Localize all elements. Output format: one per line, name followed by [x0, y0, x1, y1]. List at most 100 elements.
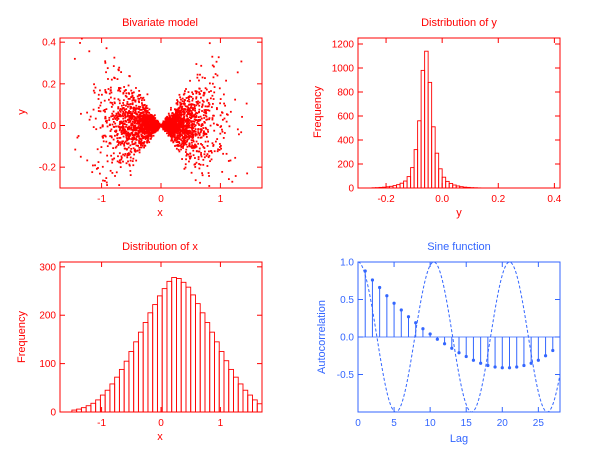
scatter-point	[92, 108, 95, 111]
scatter-point	[135, 117, 138, 120]
scatter-point	[219, 144, 222, 147]
scatter-point	[134, 119, 137, 122]
scatter-point	[172, 113, 175, 116]
scatter-point	[186, 129, 188, 132]
scatter-point	[170, 138, 173, 140]
scatter-point	[192, 133, 195, 136]
scatter-point	[218, 87, 221, 90]
scatter-point	[179, 133, 182, 135]
scatter-point	[105, 140, 108, 143]
scatter-point	[130, 131, 133, 134]
scatter-point	[210, 151, 213, 154]
scatter-point	[124, 94, 127, 97]
scatter-point	[167, 134, 170, 137]
bivariate-scatter-panel: Bivariate model x y -1 0 1 -0.2 0.0 0.2 0.4	[16, 17, 263, 219]
scatter-point	[183, 138, 185, 141]
scatter-point	[125, 162, 128, 165]
scatter-point	[117, 107, 120, 110]
scatter-point	[180, 113, 183, 116]
scatter-point	[208, 42, 211, 45]
scatter-point	[135, 131, 137, 134]
scatter-point	[146, 110, 149, 112]
scatter-point	[170, 114, 173, 117]
scatter-point	[192, 154, 195, 157]
scatter-point	[109, 96, 112, 99]
scatter-point	[132, 115, 135, 117]
scatter-point	[170, 135, 173, 138]
scatter-point	[122, 120, 125, 123]
scatter-point	[122, 117, 125, 120]
scatter-point	[180, 109, 183, 112]
scatter-point	[104, 117, 107, 120]
scatter-point	[205, 136, 208, 138]
scatter-point	[195, 63, 198, 65]
scatter-point	[198, 163, 200, 165]
scatter-point	[200, 129, 203, 131]
scatter-point	[197, 128, 200, 131]
scatter-point	[142, 129, 145, 132]
scatter-point	[204, 121, 206, 124]
scatter-point	[181, 110, 184, 113]
scatter-point	[214, 73, 217, 75]
scatter-point	[143, 111, 145, 113]
scatter-point	[174, 145, 176, 147]
scatter-point	[133, 99, 135, 102]
scatter-point	[102, 136, 104, 139]
scatter-point	[164, 130, 166, 133]
scatter-point	[129, 134, 132, 137]
scatter-point	[185, 114, 188, 117]
scatter-point	[183, 108, 185, 110]
scatter-point	[189, 134, 191, 137]
scatter-point	[191, 112, 194, 115]
scatter-point	[95, 128, 98, 131]
scatter-point	[121, 129, 123, 132]
scatter-point	[143, 130, 146, 133]
scatter-point	[177, 107, 180, 110]
scatter-point	[183, 102, 186, 105]
scatter-point	[195, 145, 198, 148]
scatter-point	[151, 124, 153, 127]
scatter-point	[128, 163, 131, 166]
scatter-point	[202, 131, 205, 134]
scatter-point	[114, 175, 116, 177]
scatter-point	[118, 109, 121, 112]
scatter-point	[148, 108, 151, 111]
scatter-point	[145, 106, 147, 109]
histogram-bar	[76, 408, 82, 413]
scatter-point	[149, 123, 152, 126]
scatter-point	[201, 110, 203, 112]
scatter-point	[213, 150, 216, 153]
scatter-point	[152, 128, 154, 131]
scatter-point	[184, 108, 186, 111]
scatter-point	[205, 110, 207, 113]
scatter-point	[117, 68, 120, 71]
scatter-point	[185, 119, 188, 122]
scatter-point	[100, 93, 103, 96]
scatter-point	[200, 90, 203, 92]
scatter-point	[125, 95, 128, 98]
scatter-point	[129, 156, 132, 159]
scatter-point	[140, 127, 143, 130]
scatter-point	[184, 142, 187, 144]
scatter-point	[208, 82, 211, 85]
scatter-point	[130, 118, 133, 121]
y-tick-label: 800	[337, 88, 354, 99]
scatter-point	[146, 128, 149, 131]
scatter-point	[148, 119, 151, 122]
scatter-point	[153, 114, 156, 117]
scatter-point	[88, 118, 91, 121]
scatter-point	[121, 142, 124, 145]
histogram-bar	[114, 376, 120, 413]
scatter-point	[134, 122, 136, 125]
scatter-point	[119, 141, 121, 144]
scatter-point	[125, 132, 128, 135]
scatter-point	[169, 133, 172, 135]
scatter-point	[138, 97, 141, 100]
scatter-point	[190, 136, 193, 138]
scatter-point	[182, 103, 185, 105]
histogram-bar	[389, 185, 394, 189]
scatter-point	[121, 113, 124, 115]
histogram-bar	[410, 167, 415, 189]
scatter-point	[138, 116, 141, 119]
scatter-point	[76, 136, 79, 139]
